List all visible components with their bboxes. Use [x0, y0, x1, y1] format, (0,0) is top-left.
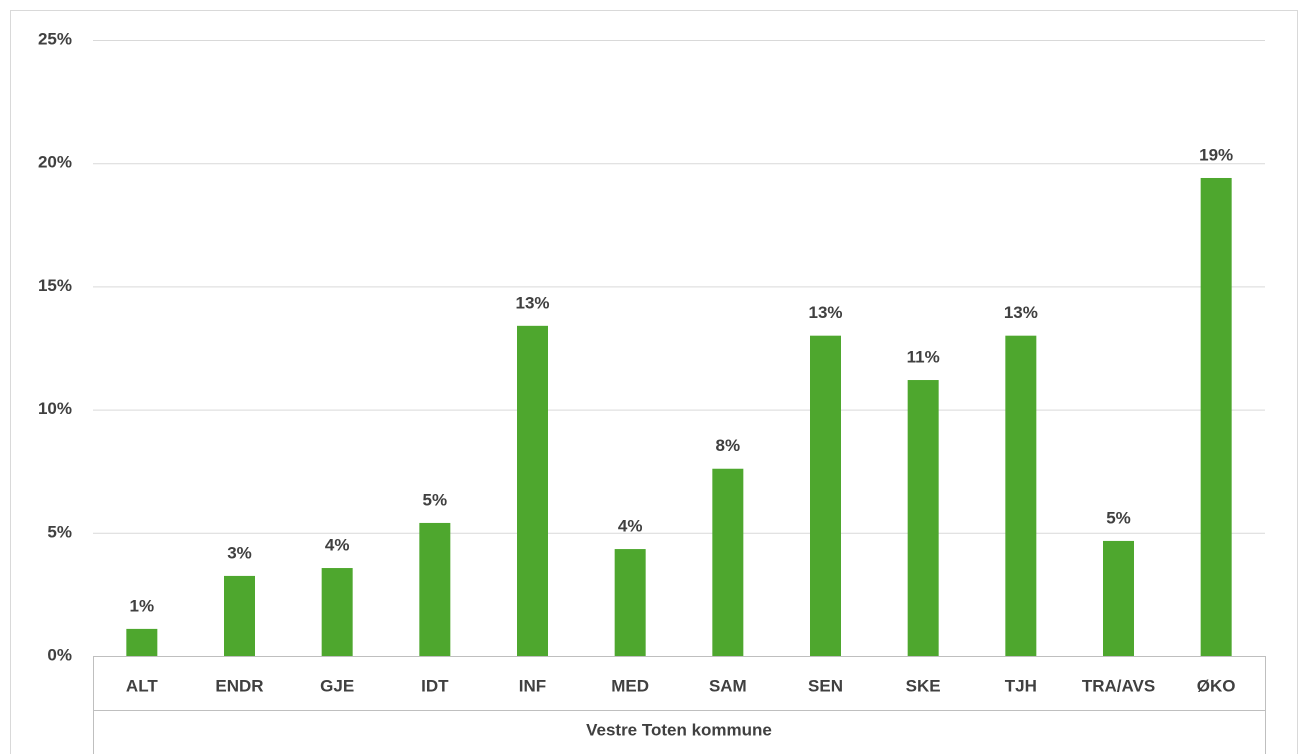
x-tick-label: ØKO	[1197, 676, 1236, 695]
data-label: 8%	[716, 436, 741, 455]
x-tick-label: SKE	[906, 676, 941, 695]
bar	[224, 575, 255, 656]
data-label: 11%	[907, 348, 940, 367]
x-tick-label: IDT	[421, 676, 449, 695]
bar	[614, 549, 646, 656]
data-label: 4%	[325, 536, 350, 555]
bar	[517, 325, 548, 656]
x-tick-label: SAM	[709, 676, 747, 695]
data-label: 13%	[1004, 303, 1038, 322]
chart-frame	[10, 10, 1298, 754]
data-label: 5%	[423, 490, 448, 509]
bar	[712, 468, 744, 656]
x-tick-label: ENDR	[215, 676, 263, 695]
x-tick-label: TJH	[1005, 676, 1037, 695]
data-label: 5%	[1106, 508, 1131, 527]
data-label: 19%	[1199, 145, 1233, 164]
bar	[810, 335, 841, 656]
bar	[1005, 335, 1037, 656]
data-label: 1%	[130, 596, 155, 615]
y-tick-label: 15%	[38, 276, 72, 295]
y-tick-label: 10%	[38, 399, 72, 418]
x-tick-label: MED	[611, 676, 649, 695]
bar	[1103, 540, 1134, 656]
y-tick-label: 20%	[38, 153, 72, 172]
data-label: 3%	[227, 543, 252, 562]
x-tick-label: SEN	[808, 676, 843, 695]
bar	[1200, 177, 1232, 656]
x-tick-label: TRA/AVS	[1082, 676, 1155, 695]
y-tick-label: 25%	[38, 29, 72, 48]
x-axis-label: Vestre Toten kommune	[586, 720, 772, 739]
y-tick-label: 0%	[47, 645, 72, 664]
data-label: 13%	[515, 293, 549, 312]
x-tick-label: ALT	[126, 676, 158, 695]
x-tick-label: INF	[519, 676, 546, 695]
data-label: 4%	[618, 517, 643, 536]
x-tick-label: GJE	[320, 676, 354, 695]
bar	[126, 628, 158, 656]
bar	[907, 380, 939, 656]
bar	[419, 522, 451, 656]
bar	[321, 568, 353, 656]
data-label: 13%	[808, 303, 842, 322]
y-tick-label: 5%	[47, 522, 72, 541]
